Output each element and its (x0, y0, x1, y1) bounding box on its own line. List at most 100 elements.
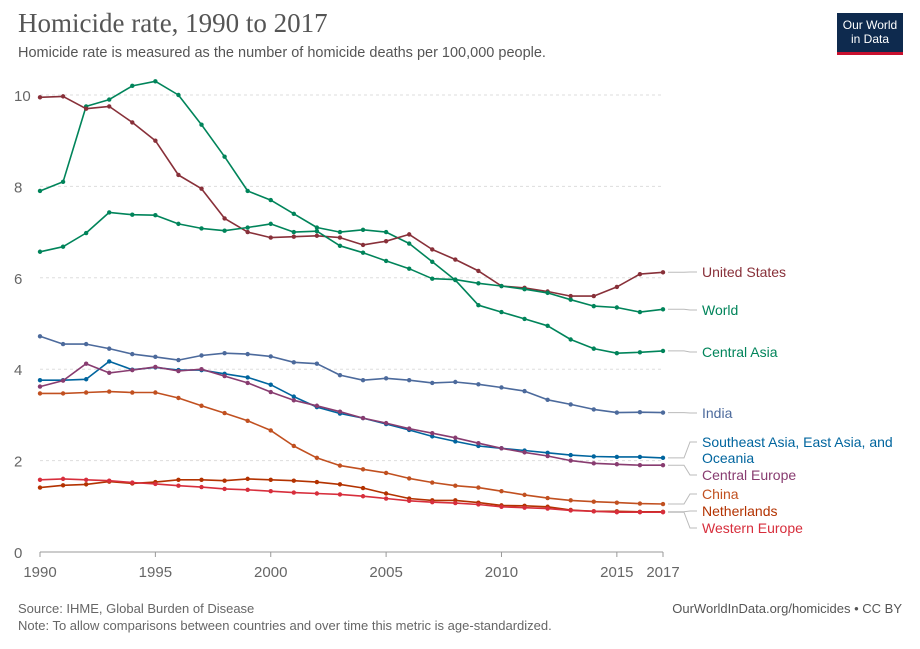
data-point (245, 188, 250, 194)
data-point (199, 477, 204, 482)
logo-line-2: in Data (850, 32, 890, 46)
data-point (153, 138, 158, 143)
data-point (591, 346, 596, 351)
data-point (591, 509, 596, 514)
data-point (199, 403, 204, 408)
data-point (199, 186, 204, 191)
data-point (430, 480, 435, 485)
series-labels: Central Asia United States World India South… (668, 264, 893, 536)
y-tick-label: 10 (14, 88, 31, 105)
data-point (430, 247, 435, 252)
data-point (337, 372, 343, 378)
data-point (360, 494, 366, 499)
x-tick-label: 2005 (369, 564, 402, 581)
data-point (568, 402, 573, 407)
y-tick-label: 0 (14, 545, 22, 562)
series-label-line: Southeast Asia, East Asia, and (702, 434, 893, 450)
label-connector-china (668, 493, 697, 505)
data-point (430, 499, 435, 505)
label-connector-netherlands (668, 510, 697, 513)
data-point (107, 359, 112, 364)
data-point (130, 120, 135, 125)
note-text: Note: To allow comparisons between count… (18, 618, 552, 633)
data-point (268, 221, 273, 227)
series-label-line: Central Europe (702, 467, 796, 483)
data-point (383, 376, 389, 381)
data-point (37, 95, 43, 100)
data-point (268, 477, 273, 482)
data-point (107, 104, 112, 109)
series-label-line: Central Asia (702, 344, 778, 360)
source-link[interactable]: OurWorldInData.org/homicides • CC BY (672, 601, 902, 616)
data-point (406, 476, 412, 481)
data-point (83, 477, 89, 482)
data-point (245, 380, 250, 386)
data-point (614, 462, 620, 467)
data-point (83, 361, 89, 366)
data-point (337, 235, 343, 240)
series-label-line: United States (702, 264, 786, 280)
data-point (245, 351, 250, 357)
data-point (199, 226, 204, 231)
data-point (430, 434, 435, 439)
data-point (222, 154, 227, 159)
label-connector-southeast-asia-east-asia-and-oceania (668, 441, 697, 459)
x-tick-label: 2010 (485, 564, 518, 581)
data-point (660, 462, 666, 468)
series-label-world: World (702, 302, 738, 318)
data-point (453, 435, 458, 440)
data-point (522, 388, 527, 394)
series-central-asia (37, 79, 666, 356)
data-point (568, 297, 573, 302)
x-tick-label: 1995 (139, 564, 172, 581)
data-point (499, 446, 504, 451)
data-point (37, 391, 43, 396)
data-point (591, 499, 596, 504)
series-line-western-europe (39, 478, 663, 514)
data-point (107, 210, 112, 215)
label-connector-western-europe (668, 511, 697, 529)
data-point (37, 188, 43, 194)
data-point (545, 495, 550, 501)
data-point (291, 211, 297, 217)
data-point (660, 348, 666, 354)
data-point (153, 79, 158, 84)
data-point (360, 242, 366, 248)
data-point (660, 501, 666, 507)
data-point (222, 373, 227, 379)
data-point (83, 341, 89, 347)
data-point (199, 353, 204, 358)
data-point (268, 382, 273, 387)
data-point (199, 367, 204, 372)
data-point (83, 106, 89, 111)
x-tick-label: 2000 (254, 564, 287, 581)
data-point (83, 482, 89, 487)
data-point (245, 375, 250, 380)
data-point (314, 233, 320, 238)
logo-line-1: Our World (842, 18, 898, 32)
data-point (360, 415, 366, 421)
data-point (660, 455, 666, 461)
data-point (176, 221, 181, 227)
data-point (430, 430, 435, 436)
data-point (314, 403, 320, 408)
data-point (522, 492, 527, 498)
data-point (476, 268, 481, 274)
data-point (591, 454, 596, 459)
data-point (245, 225, 250, 230)
data-point (637, 309, 643, 315)
data-point (637, 350, 643, 355)
data-point (614, 410, 620, 415)
data-point (83, 230, 89, 236)
data-point (107, 370, 112, 376)
series-line-central-europe (39, 362, 663, 467)
data-point (60, 94, 66, 99)
data-point (314, 225, 320, 230)
data-point (107, 478, 112, 483)
y-tick-label: 2 (14, 454, 22, 471)
owid-logo[interactable]: Our World in Data (837, 13, 903, 55)
data-point (268, 354, 273, 359)
series-label-china: China (702, 486, 739, 502)
data-point (360, 377, 366, 383)
data-point (591, 303, 596, 309)
